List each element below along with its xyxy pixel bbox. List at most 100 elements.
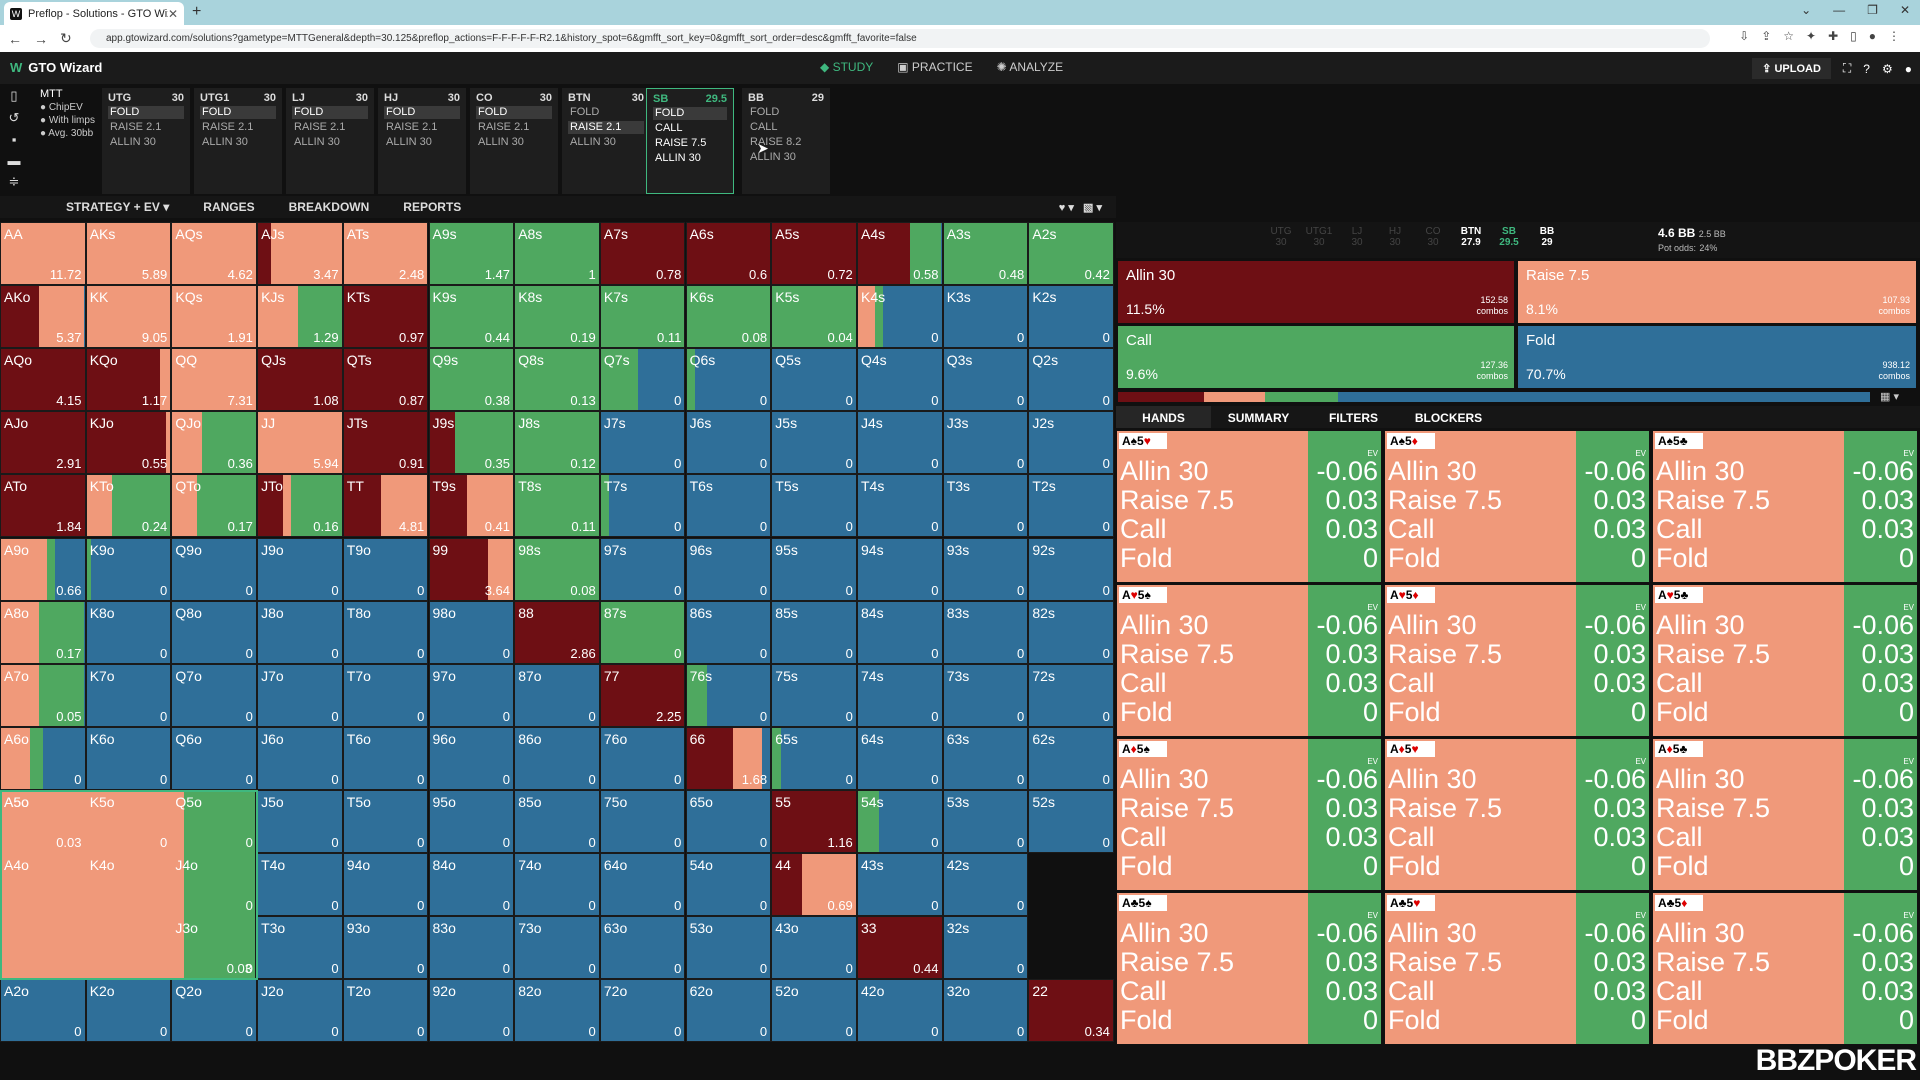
hand-cell[interactable]: T3s 0 <box>942 474 1029 538</box>
hand-cell[interactable]: 93o 0 <box>342 916 429 980</box>
action-box-call[interactable]: Call 9.6% 127.36 combos <box>1118 326 1514 388</box>
hand-cell[interactable]: 95s 0 <box>771 537 857 601</box>
hand-cell[interactable]: 52s 0 <box>1028 789 1114 853</box>
hand-cell[interactable]: T9o 0 <box>342 537 429 601</box>
hand-cell[interactable]: T5o 0 <box>342 789 429 853</box>
position-action[interactable]: CALL <box>750 121 778 133</box>
hand-cell[interactable]: 93s 0 <box>942 537 1029 601</box>
combo-card[interactable]: A♣5♦ EV Allin 30 Raise 7.5 Call Fold -0.06 0.03… <box>1652 892 1918 1045</box>
hand-cell[interactable]: AQo 4.15 <box>0 348 86 412</box>
hand-cell[interactable]: K9o 0 <box>85 537 172 601</box>
hand-cell[interactable]: 64s 0 <box>857 726 943 790</box>
hand-cell[interactable]: T5s 0 <box>771 474 857 538</box>
hand-cell[interactable]: QTs 0.87 <box>342 348 429 412</box>
maximize-icon[interactable]: ❐ <box>1867 3 1878 17</box>
hand-cell[interactable]: K2s 0 <box>1028 285 1114 349</box>
hand-cell[interactable]: Q7o 0 <box>171 663 257 727</box>
hand-cell[interactable]: A6o 0 <box>0 726 86 790</box>
hand-cell[interactable]: 84o 0 <box>428 853 514 916</box>
hand-cell[interactable]: 22 0.34 <box>1028 979 1114 1043</box>
hand-cell[interactable]: 53o 0 <box>685 916 772 980</box>
install-icon[interactable]: ⇩ <box>1739 29 1750 43</box>
action-box-fold[interactable]: Fold 70.7% 938.12 combos <box>1518 326 1916 388</box>
position-co[interactable]: CO 30 FOLD RAISE 2.1 ALLIN 30 <box>470 88 558 194</box>
close-tab-icon[interactable]: ✕ <box>167 6 178 21</box>
hand-cell[interactable]: K8s 0.19 <box>514 285 600 349</box>
bookmark-icon[interactable]: ▯ <box>10 88 18 103</box>
hand-cell[interactable]: T4s 0 <box>857 474 943 538</box>
hand-cell[interactable]: K6s 0.08 <box>685 285 772 349</box>
nav-study[interactable]: ◆ STUDY <box>820 60 874 74</box>
hand-cell[interactable]: 65s 0 <box>771 726 857 790</box>
hand-cell[interactable]: 73s 0 <box>942 663 1029 727</box>
hand-cell[interactable]: 72s 0 <box>1028 663 1114 727</box>
hand-cell[interactable]: T8s 0.11 <box>514 474 600 538</box>
hand-cell[interactable]: 99 3.64 <box>428 537 514 601</box>
position-utg1[interactable]: UTG1 30 FOLD RAISE 2.1 ALLIN 30 <box>194 88 282 194</box>
position-action[interactable]: FOLD <box>108 106 184 119</box>
position-action[interactable]: RAISE 7.5 <box>655 137 707 149</box>
hand-cell[interactable]: J2o 0 <box>257 979 343 1043</box>
hand-cell[interactable]: J8s 0.12 <box>514 411 600 475</box>
hand-cell[interactable]: 77 2.25 <box>599 663 686 727</box>
chevron-down-icon[interactable]: ⌄ <box>1801 3 1812 17</box>
hand-cell[interactable]: 96o 0 <box>428 726 514 790</box>
hand-cell[interactable]: 42s 0 <box>942 853 1029 916</box>
hand-cell[interactable]: 64o 0 <box>599 853 686 916</box>
position-action[interactable]: RAISE 2.1 <box>294 121 346 133</box>
controller-icon[interactable]: ▬ <box>7 153 21 168</box>
app-logo[interactable]: W GTO Wizard <box>10 60 102 75</box>
nav-practice[interactable]: ▣ PRACTICE <box>897 60 973 74</box>
hand-cell[interactable]: JTo 0.16 <box>257 474 343 538</box>
hand-cell[interactable]: 86s 0 <box>685 600 772 664</box>
puzzle-icon[interactable]: ✚ <box>1828 29 1839 43</box>
hand-cell[interactable]: 85s 0 <box>771 600 857 664</box>
combo-card[interactable]: A♣5♠ EV Allin 30 Raise 7.5 Call Fold -0.06 0.03… <box>1116 892 1382 1045</box>
hand-cell[interactable]: 97s 0 <box>599 537 686 601</box>
hand-cell[interactable]: A9o 0.66 <box>0 537 86 601</box>
position-action[interactable]: FOLD <box>750 106 780 118</box>
hand-cell[interactable]: Q6s 0 <box>685 348 772 412</box>
hand-cell[interactable]: 96s 0 <box>685 537 772 601</box>
hand-cell[interactable]: J7s 0 <box>599 411 686 475</box>
hand-cell[interactable]: 98o 0 <box>428 600 514 664</box>
hand-cell[interactable]: A6s 0.6 <box>685 222 772 285</box>
hand-cell[interactable]: 74o 0 <box>514 853 600 916</box>
hand-cell[interactable]: J9o 0 <box>257 537 343 601</box>
forward-icon[interactable]: → <box>34 30 48 47</box>
hand-cell[interactable]: TT 4.81 <box>342 474 429 538</box>
combo-card[interactable]: A♥5♣ EV Allin 30 Raise 7.5 Call Fold -0.06 0.03… <box>1652 584 1918 737</box>
account-icon[interactable]: ● <box>1904 61 1912 76</box>
hand-cell[interactable]: A5s 0.72 <box>771 222 857 285</box>
hand-cell[interactable]: 43s 0 <box>857 853 943 916</box>
position-action[interactable]: FOLD <box>570 106 600 118</box>
hand-cell[interactable]: ATs 2.48 <box>342 222 429 285</box>
position-action[interactable]: ALLIN 30 <box>110 136 156 148</box>
hand-cell[interactable]: 83o 0 <box>428 916 514 980</box>
back-icon[interactable]: ← <box>8 30 22 47</box>
hand-cell[interactable]: J5o 0 <box>257 789 343 853</box>
hand-cell[interactable]: Q2o 0 <box>171 979 257 1043</box>
hand-cell[interactable]: T9s 0.41 <box>428 474 514 538</box>
hand-cell[interactable]: KK 9.05 <box>85 285 172 349</box>
combo-card[interactable]: A♥5♠ EV Allin 30 Raise 7.5 Call Fold -0.06 0.03… <box>1116 584 1382 737</box>
hand-cell[interactable]: K7o 0 <box>85 663 172 727</box>
hand-cell[interactable]: K4s 0 <box>857 285 943 349</box>
position-hj[interactable]: HJ 30 FOLD RAISE 2.1 ALLIN 30 <box>378 88 466 194</box>
sidepanel-icon[interactable]: ▯ <box>1850 29 1857 43</box>
hand-cell[interactable]: Q9s 0.38 <box>428 348 514 412</box>
hand-cell[interactable]: 87o 0 <box>514 663 600 727</box>
hand-cell[interactable]: J9s 0.35 <box>428 411 514 475</box>
new-tab-icon[interactable]: + <box>192 3 202 20</box>
hand-cell[interactable]: T2o 0 <box>342 979 429 1043</box>
combo-card[interactable]: A♠5♣ EV Allin 30 Raise 7.5 Call Fold -0.06 0.03… <box>1652 430 1918 583</box>
hand-cell[interactable]: J5s 0 <box>771 411 857 475</box>
hand-cell[interactable]: AJo 2.91 <box>0 411 86 475</box>
hand-cell[interactable]: 73o 0 <box>514 916 600 980</box>
hand-cell[interactable]: AJs 3.47 <box>257 222 343 285</box>
hand-cell[interactable]: JTs 0.91 <box>342 411 429 475</box>
hand-cell[interactable]: AA 11.72 <box>0 222 86 285</box>
hand-cell[interactable]: 75o 0 <box>599 789 686 853</box>
tab-breakdown[interactable]: BREAKDOWN <box>288 200 370 214</box>
minimize-icon[interactable]: — <box>1833 3 1846 17</box>
